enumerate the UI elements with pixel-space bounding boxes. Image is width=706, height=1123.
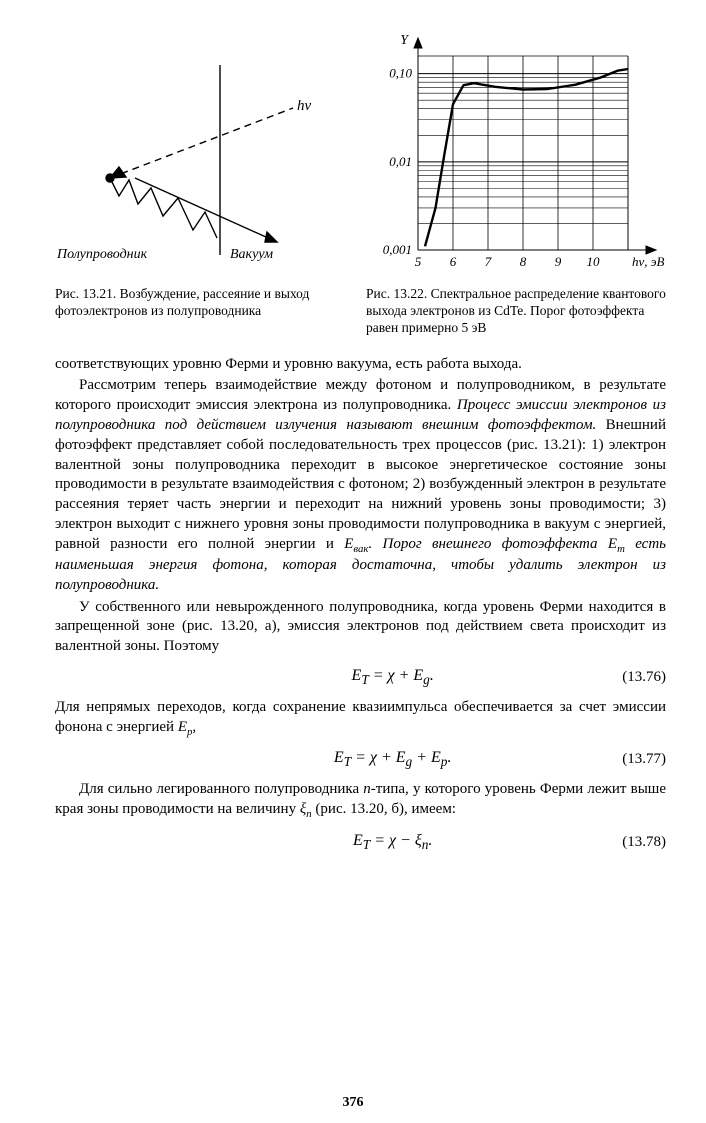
para-4: Для непрямых переходов, когда сохранение… xyxy=(55,698,666,739)
svg-text:7: 7 xyxy=(485,254,492,269)
svg-text:9: 9 xyxy=(555,254,562,269)
para-3: У собственного или невырожденного полупр… xyxy=(55,598,666,657)
equation-13-77: ET = χ + Eg + Ep. (13.77) xyxy=(55,749,666,770)
page-number: 376 xyxy=(0,1095,706,1111)
svg-text:0,001: 0,001 xyxy=(383,242,412,257)
svg-text:hν, эВ: hν, эВ xyxy=(632,254,665,269)
figure-13-21: hν Полупроводник Вакуум Рис. 13.21. Возб… xyxy=(55,30,342,337)
fig-13-22-svg: 5 6 7 8 9 10 hν, эВ 0,001 0,01 0,10 Y xyxy=(366,30,666,280)
svg-text:6: 6 xyxy=(450,254,457,269)
svg-text:10: 10 xyxy=(587,254,601,269)
fig-13-21-svg: hν Полупроводник Вакуум xyxy=(55,30,325,280)
figure-13-22: 5 6 7 8 9 10 hν, эВ 0,001 0,01 0,10 Y Рис. 13.22.… xyxy=(366,30,666,337)
svg-text:5: 5 xyxy=(415,254,422,269)
svg-text:0,10: 0,10 xyxy=(389,66,412,81)
para-1: соответствующих уровню Ферми и уровню ва… xyxy=(55,355,666,375)
label-vacuum: Вакуум xyxy=(230,247,273,262)
svg-text:8: 8 xyxy=(520,254,527,269)
equation-13-76: ET = χ + Eg. (13.76) xyxy=(55,667,666,688)
svg-text:0,01: 0,01 xyxy=(389,154,412,169)
para-5: Для сильно легированного полупроводника … xyxy=(55,780,666,821)
fig-13-22-caption: Рис. 13.22. Спектральное распределение к… xyxy=(366,286,666,337)
label-semiconductor: Полупроводник xyxy=(56,247,148,262)
fig-13-21-caption: Рис. 13.21. Возбуждение, рассеяние и вых… xyxy=(55,286,342,320)
equation-13-78: ET = χ − ξn. (13.78) xyxy=(55,832,666,853)
para-2: Рассмотрим теперь взаимодействие между ф… xyxy=(55,376,666,595)
label-hv: hν xyxy=(297,98,312,114)
axis-y-label: Y xyxy=(400,33,410,48)
